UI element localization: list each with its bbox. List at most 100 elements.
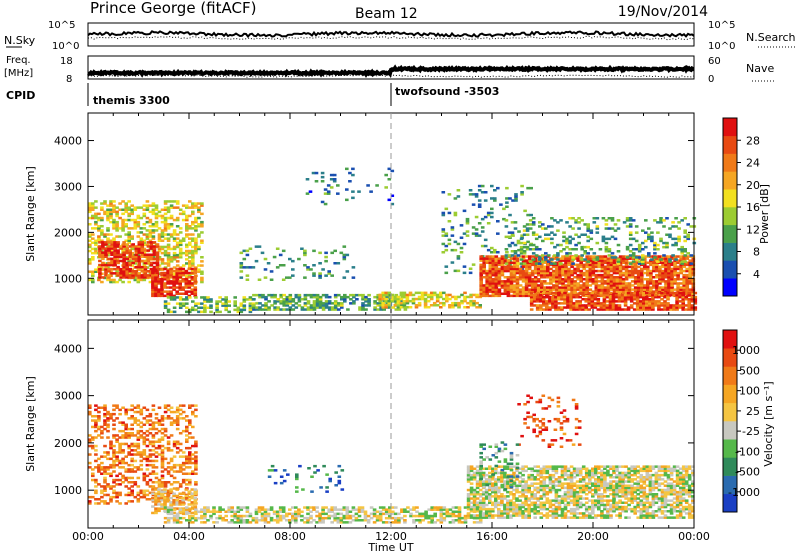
range-gate-cell: [667, 276, 671, 279]
range-gate-cell: [376, 302, 380, 305]
range-gate-cell: [378, 304, 382, 307]
range-gate-cell: [491, 255, 496, 258]
range-gate-cell: [242, 306, 247, 309]
range-gate-cell: [109, 498, 113, 501]
range-gate-cell: [493, 248, 497, 252]
range-gate-cell: [503, 292, 508, 295]
range-gate-cell: [388, 295, 393, 299]
range-gate-cell: [324, 255, 328, 259]
range-gate-cell: [488, 267, 493, 271]
range-gate-cell: [390, 297, 395, 301]
range-gate-cell: [667, 278, 671, 281]
range-gate-cell: [145, 455, 150, 458]
range-gate-cell: [506, 294, 511, 298]
range-gate-cell: [160, 260, 165, 263]
range-gate-cell: [500, 257, 505, 260]
range-gate-cell: [555, 269, 559, 273]
range-gate-cell: [652, 261, 656, 264]
range-gate-cell: [100, 208, 104, 211]
range-gate-cell: [661, 271, 665, 275]
range-gate-cell: [109, 233, 113, 236]
range-gate-cell: [582, 271, 586, 275]
range-gate-cell: [154, 511, 158, 515]
range-gate-cell: [242, 521, 247, 524]
range-gate-cell: [151, 505, 155, 508]
range-gate-cell: [172, 245, 177, 249]
range-gate-cell: [236, 519, 241, 522]
range-gate-cell: [691, 257, 696, 260]
range-gate-cell: [602, 306, 607, 309]
range-gate-cell: [181, 410, 186, 414]
range-gate-cell: [539, 300, 543, 303]
range-gate-cell: [332, 173, 337, 177]
range-gate-cell: [459, 236, 464, 239]
range-gate-cell: [106, 229, 110, 232]
range-gate-cell: [612, 276, 617, 279]
range-gate-cell: [181, 270, 186, 273]
range-gate-cell: [688, 271, 692, 275]
range-gate-cell: [615, 290, 620, 293]
range-gate-cell: [540, 267, 544, 271]
range-gate-cell: [555, 276, 559, 279]
range-gate-cell: [609, 276, 614, 279]
range-gate-cell: [121, 451, 125, 454]
range-gate-cell: [197, 208, 201, 211]
range-gate-cell: [579, 286, 583, 289]
range-gate-cell: [157, 282, 161, 285]
range-gate-cell: [134, 253, 139, 256]
range-gate-cell: [612, 286, 617, 289]
range-gate-cell: [142, 239, 147, 242]
range-gate-cell: [154, 204, 159, 207]
range-gate-cell: [200, 239, 204, 242]
range-gate-cell: [118, 412, 122, 416]
range-gate-cell: [685, 278, 689, 281]
range-gate-cell: [212, 512, 216, 516]
range-gate-cell: [248, 521, 253, 524]
range-gate-cell: [643, 288, 647, 291]
range-gate-cell: [684, 308, 688, 311]
range-gate-cell: [103, 468, 107, 471]
range-gate-cell: [104, 265, 108, 269]
range-gate-cell: [693, 298, 698, 301]
range-gate-cell: [345, 253, 350, 257]
range-gate-cell: [516, 239, 521, 243]
range-gate-cell: [115, 280, 119, 284]
range-gate-cell: [664, 255, 668, 258]
range-gate-cell: [163, 200, 168, 203]
range-gate-cell: [563, 291, 567, 295]
range-gate-cell: [567, 255, 571, 258]
range-gate-cell: [505, 205, 509, 208]
range-gate-cell: [491, 273, 496, 277]
range-gate-cell: [115, 417, 119, 420]
range-gate-cell: [621, 282, 626, 285]
range-gate-cell: [104, 241, 108, 244]
range-gate-cell: [627, 257, 632, 260]
range-gate-cell: [267, 306, 271, 309]
range-gate-cell: [175, 421, 180, 424]
range-gate-cell: [663, 291, 667, 295]
range-gate-cell: [181, 271, 185, 275]
range-gate-cell: [558, 282, 562, 285]
range-gate-cell: [175, 282, 179, 285]
range-gate-cell: [485, 294, 489, 298]
range-gate-cell: [664, 271, 668, 275]
range-gate-cell: [97, 212, 101, 216]
range-gate-cell: [145, 220, 150, 224]
range-gate-cell: [669, 291, 673, 295]
range-gate-cell: [496, 220, 500, 223]
range-gate-cell: [175, 302, 180, 305]
range-gate-cell: [125, 251, 129, 254]
range-gate-cell: [300, 298, 305, 301]
range-gate-cell: [646, 269, 650, 273]
range-gate-cell: [595, 241, 600, 245]
range-gate-cell: [618, 255, 623, 258]
range-gate-cell: [625, 217, 630, 220]
range-gate-cell: [275, 247, 280, 250]
range-gate-cell: [109, 446, 113, 450]
range-gate-cell: [643, 290, 647, 293]
range-gate-cell: [154, 276, 158, 279]
range-gate-cell: [163, 503, 167, 506]
range-gate-cell: [236, 510, 241, 513]
range-gate-cell: [628, 231, 633, 234]
range-gate-cell: [191, 472, 195, 475]
